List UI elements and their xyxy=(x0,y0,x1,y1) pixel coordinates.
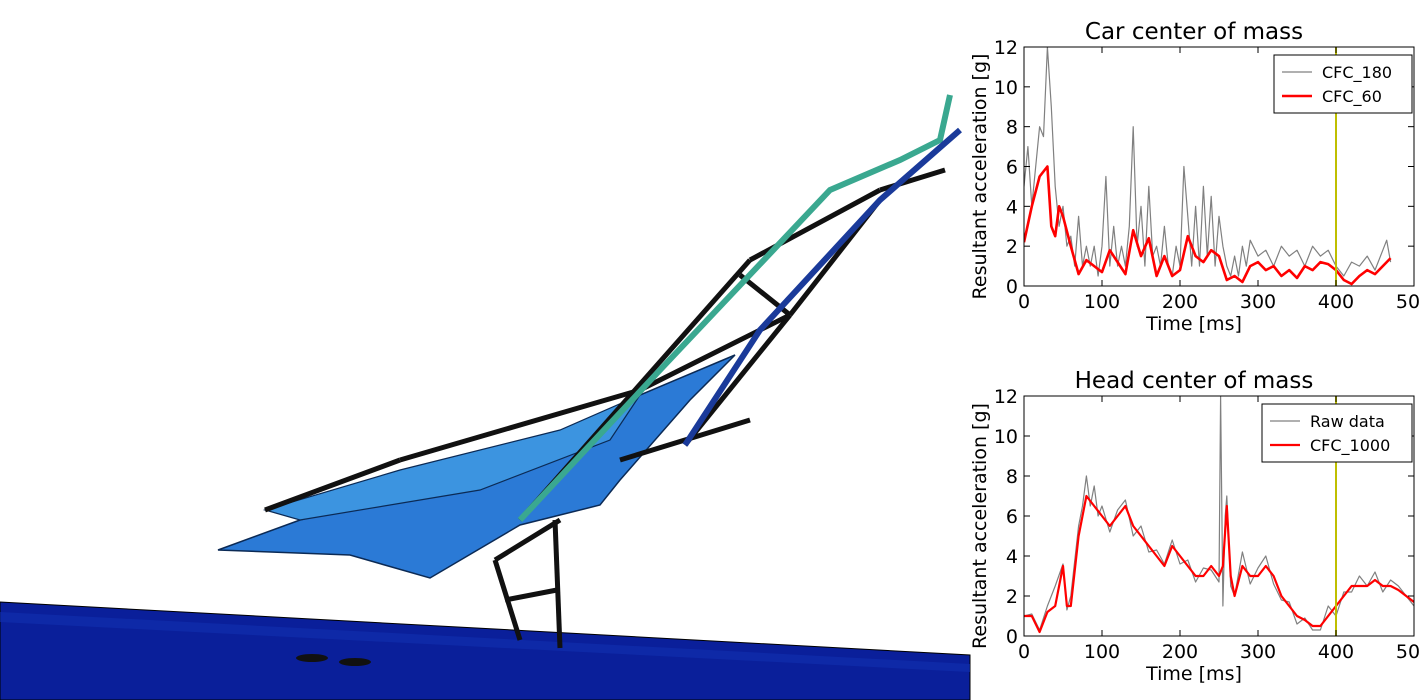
y-tick-label: 12 xyxy=(994,386,1018,408)
x-tick-label: 100 xyxy=(1084,291,1120,313)
chart-title: Car center of mass xyxy=(1085,19,1303,45)
ground-markers xyxy=(296,654,371,666)
y-tick-label: 8 xyxy=(1006,466,1018,488)
x-tick-label: 200 xyxy=(1162,641,1198,663)
y-tick-label: 4 xyxy=(1006,196,1018,218)
legend-label: CFC_180 xyxy=(1322,63,1392,83)
y-tick-label: 10 xyxy=(994,426,1018,448)
legend-label: Raw data xyxy=(1310,412,1385,431)
x-tick-label: 0 xyxy=(1018,291,1030,313)
boom xyxy=(517,94,953,523)
simulation-view xyxy=(0,94,971,700)
y-axis-label: Resultant acceleration [g] xyxy=(969,54,991,300)
series-line xyxy=(1024,494,1414,634)
legend-label: CFC_1000 xyxy=(1310,436,1390,456)
x-axis-label: Time [ms] xyxy=(1145,313,1242,335)
x-tick-label: 200 xyxy=(1162,291,1198,313)
x-tick-label: 400 xyxy=(1318,291,1354,313)
y-tick-label: 12 xyxy=(994,37,1018,59)
x-axis-label: Time [ms] xyxy=(1145,663,1242,685)
x-tick-label: 500 xyxy=(1396,291,1420,313)
y-axis-label: Resultant acceleration [g] xyxy=(969,403,991,649)
legend-box xyxy=(1273,54,1413,114)
boom-lower xyxy=(682,127,962,447)
x-tick-label: 400 xyxy=(1318,641,1354,663)
y-tick-label: 6 xyxy=(1006,157,1018,179)
x-tick-label: 100 xyxy=(1084,641,1120,663)
legend: Raw data CFC_1000 xyxy=(1261,403,1413,463)
y-tick-label: 2 xyxy=(1006,586,1018,608)
y-tick-label: 2 xyxy=(1006,236,1018,258)
wing-upper xyxy=(262,393,642,521)
y-tick-label: 0 xyxy=(1006,626,1018,648)
y-tick-label: 6 xyxy=(1006,506,1018,528)
x-tick-label: 300 xyxy=(1240,291,1276,313)
x-tick-label: 500 xyxy=(1396,641,1420,663)
x-tick-label: 0 xyxy=(1018,641,1030,663)
y-tick-label: 4 xyxy=(1006,546,1018,568)
ground-mesh-band xyxy=(0,612,970,672)
y-tick-label: 0 xyxy=(1006,276,1018,298)
y-tick-label: 8 xyxy=(1006,117,1018,139)
ground-mesh xyxy=(0,601,971,700)
series-line xyxy=(1024,396,1414,631)
chart-title: Head center of mass xyxy=(1075,368,1314,394)
legend-box xyxy=(1261,403,1413,463)
legend: CFC_180 CFC_60 xyxy=(1273,54,1413,114)
x-tick-label: 300 xyxy=(1240,641,1276,663)
legend-label: CFC_60 xyxy=(1322,87,1382,107)
y-tick-label: 10 xyxy=(994,77,1018,99)
series-line xyxy=(1024,165,1392,286)
